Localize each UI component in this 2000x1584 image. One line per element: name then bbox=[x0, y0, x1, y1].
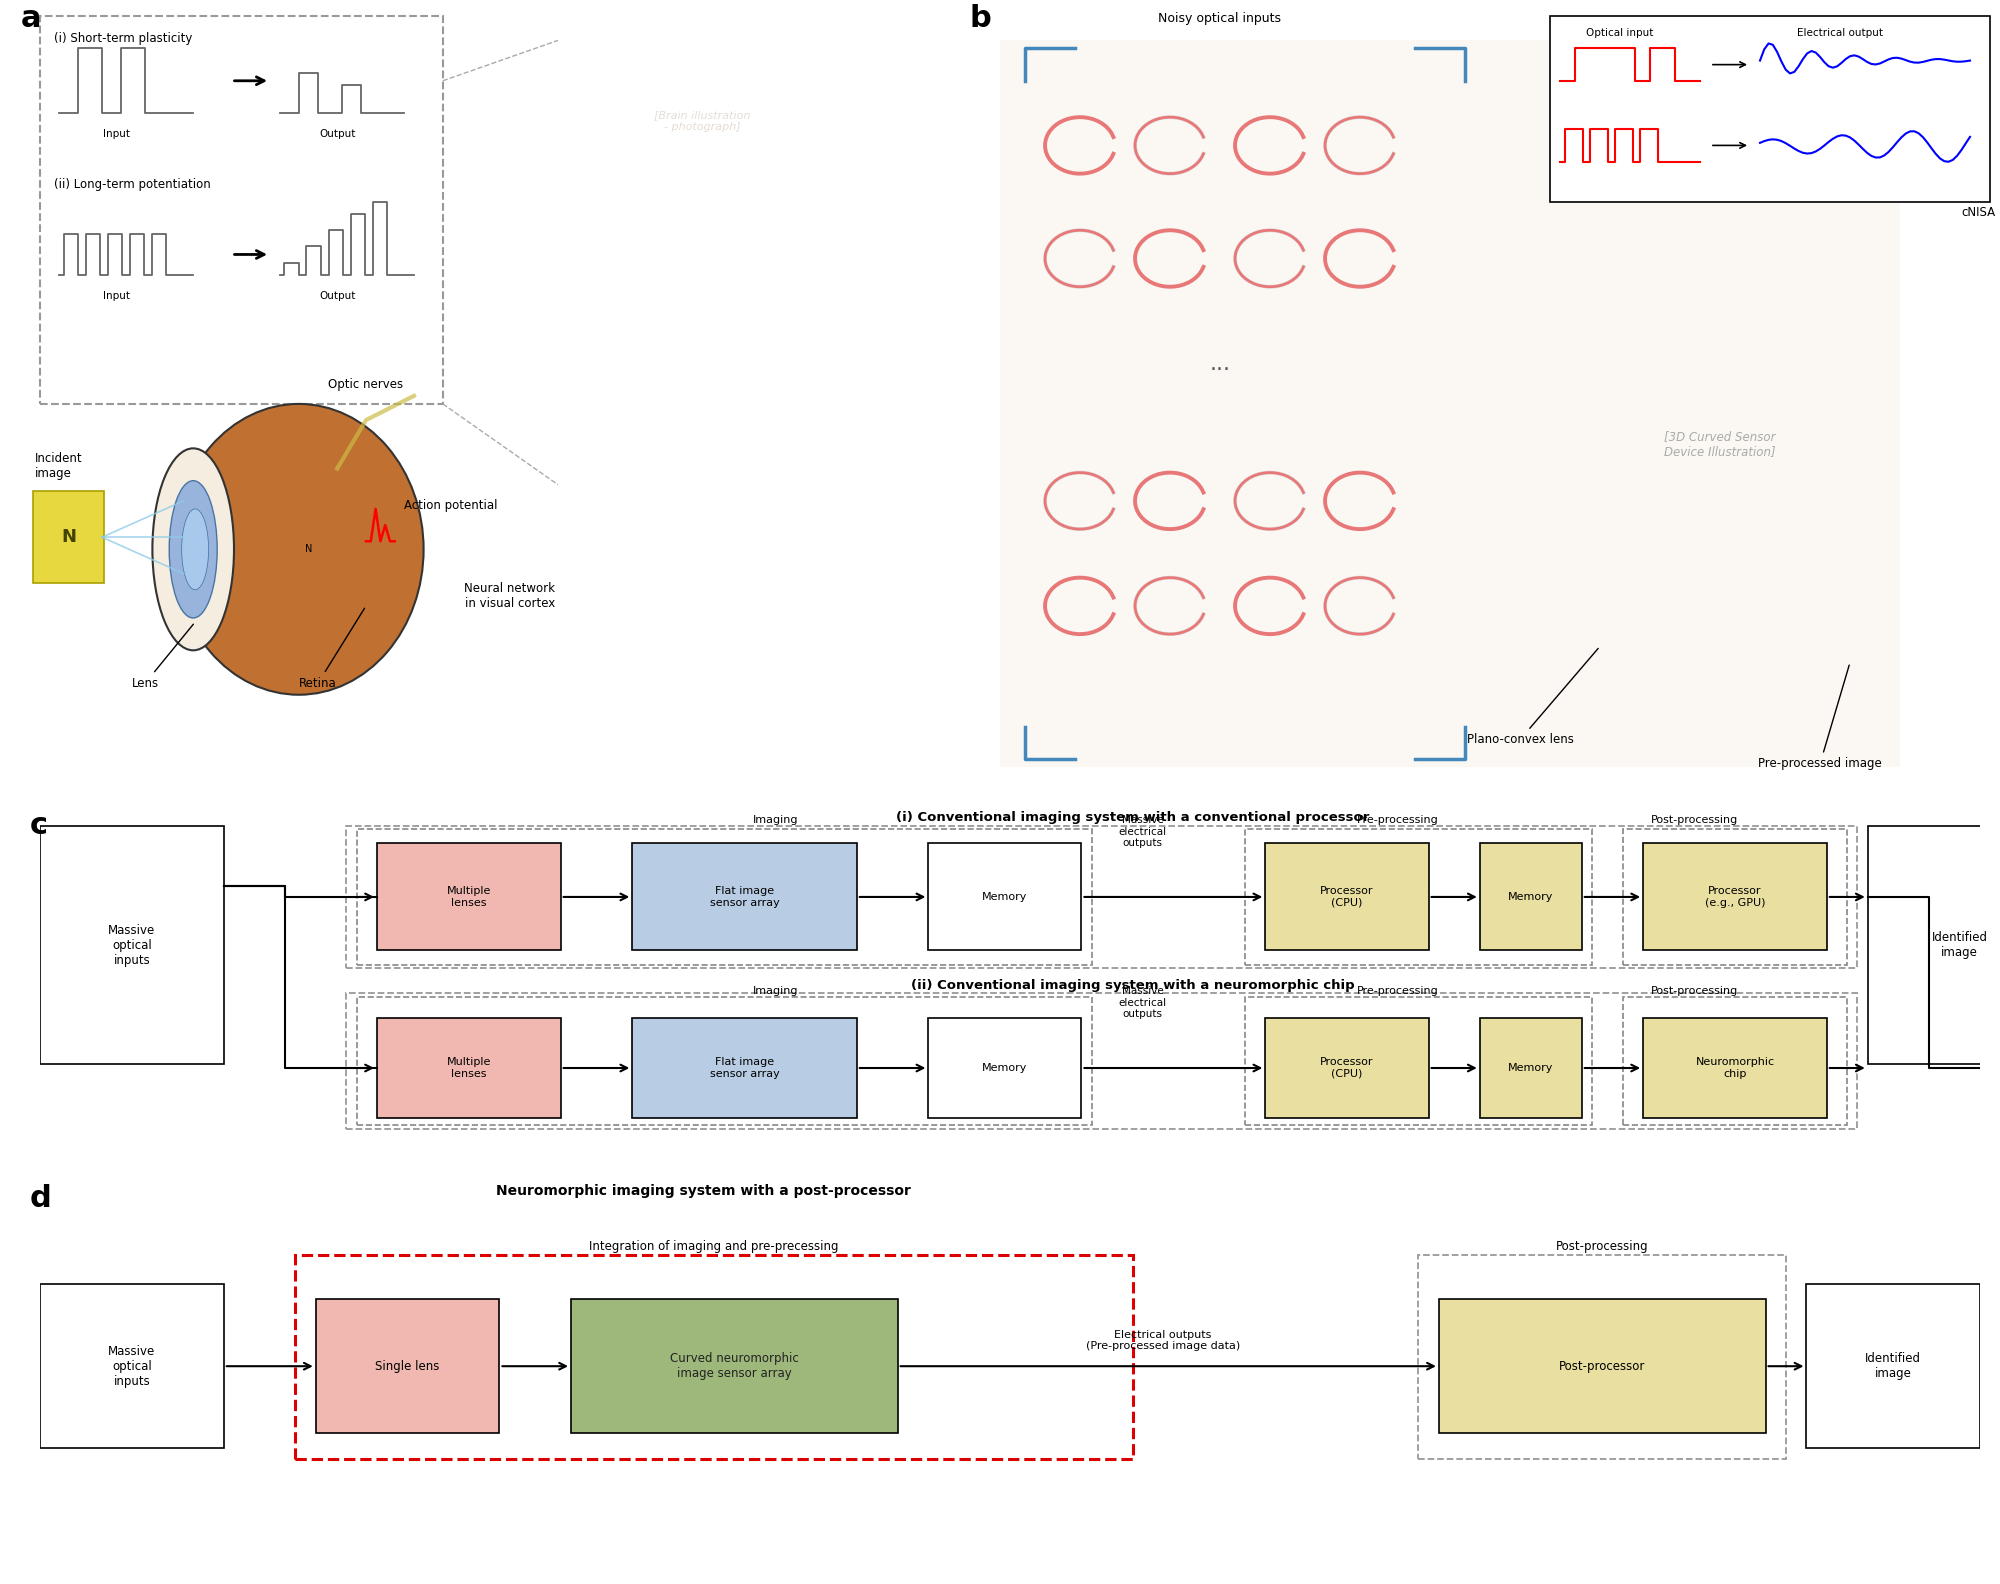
FancyBboxPatch shape bbox=[376, 843, 560, 950]
FancyBboxPatch shape bbox=[1480, 843, 1582, 950]
FancyBboxPatch shape bbox=[376, 1019, 560, 1118]
FancyBboxPatch shape bbox=[1244, 830, 1592, 965]
FancyBboxPatch shape bbox=[928, 843, 1082, 950]
FancyBboxPatch shape bbox=[1244, 996, 1592, 1125]
Text: Imaging: Imaging bbox=[752, 814, 798, 825]
FancyBboxPatch shape bbox=[1622, 996, 1848, 1125]
Text: Lens: Lens bbox=[132, 624, 194, 689]
Text: Pre-processed image: Pre-processed image bbox=[1758, 665, 1882, 770]
Ellipse shape bbox=[182, 508, 208, 589]
Text: Processor
(CPU): Processor (CPU) bbox=[1320, 1057, 1374, 1079]
Text: Pre-processing: Pre-processing bbox=[1358, 814, 1438, 825]
Text: Neuromorphic
chip: Neuromorphic chip bbox=[1696, 1057, 1774, 1079]
Text: Multiple
lenses: Multiple lenses bbox=[446, 885, 492, 908]
Text: Curved neuromorphic
image sensor array: Curved neuromorphic image sensor array bbox=[670, 1353, 798, 1380]
Text: a: a bbox=[20, 5, 40, 33]
FancyBboxPatch shape bbox=[928, 1019, 1082, 1118]
FancyBboxPatch shape bbox=[346, 993, 1858, 1128]
FancyBboxPatch shape bbox=[356, 996, 1092, 1125]
FancyBboxPatch shape bbox=[1480, 1019, 1582, 1118]
FancyBboxPatch shape bbox=[346, 825, 1858, 968]
FancyBboxPatch shape bbox=[1000, 40, 1900, 767]
Text: Post-processing: Post-processing bbox=[1556, 1240, 1648, 1253]
Text: Massive
electrical
outputs: Massive electrical outputs bbox=[1118, 814, 1166, 847]
Text: Massive
electrical
outputs: Massive electrical outputs bbox=[1118, 985, 1166, 1019]
Text: Electrical outputs
(Pre-processed image data): Electrical outputs (Pre-processed image … bbox=[1086, 1329, 1240, 1351]
FancyBboxPatch shape bbox=[1438, 1299, 1766, 1434]
Text: Incident
image: Incident image bbox=[34, 453, 82, 480]
Text: N: N bbox=[60, 527, 76, 546]
Text: Optic nerves: Optic nerves bbox=[328, 377, 404, 391]
FancyBboxPatch shape bbox=[40, 16, 442, 404]
Text: Neural network
in visual cortex: Neural network in visual cortex bbox=[464, 581, 556, 610]
FancyBboxPatch shape bbox=[1550, 16, 1990, 201]
FancyBboxPatch shape bbox=[1266, 843, 1428, 950]
Text: (ii) Long-term potentiation: (ii) Long-term potentiation bbox=[54, 177, 210, 190]
Text: (ii) Conventional imaging system with a neuromorphic chip: (ii) Conventional imaging system with a … bbox=[910, 979, 1354, 992]
FancyBboxPatch shape bbox=[40, 825, 224, 1064]
Text: Processor
(CPU): Processor (CPU) bbox=[1320, 885, 1374, 908]
Text: Memory: Memory bbox=[982, 1063, 1028, 1072]
Ellipse shape bbox=[152, 448, 234, 651]
Text: Plano-convex lens: Plano-convex lens bbox=[1466, 648, 1598, 746]
Text: b: b bbox=[970, 5, 992, 33]
Text: Identified
image: Identified image bbox=[1932, 931, 1988, 958]
Text: Electrical output: Electrical output bbox=[1796, 29, 1884, 38]
Text: Memory: Memory bbox=[1508, 892, 1554, 901]
FancyBboxPatch shape bbox=[570, 1299, 898, 1434]
Text: Processor
(e.g., GPU): Processor (e.g., GPU) bbox=[1704, 885, 1766, 908]
Text: Identified
image: Identified image bbox=[1866, 1353, 1922, 1380]
Ellipse shape bbox=[170, 480, 218, 618]
Text: Action potential: Action potential bbox=[404, 499, 498, 512]
Text: Pre-processing: Pre-processing bbox=[1358, 985, 1438, 996]
FancyBboxPatch shape bbox=[32, 491, 104, 583]
Text: Massive
optical
inputs: Massive optical inputs bbox=[108, 1345, 156, 1388]
Text: cNISA: cNISA bbox=[1960, 206, 1996, 219]
FancyBboxPatch shape bbox=[316, 1299, 500, 1434]
FancyBboxPatch shape bbox=[356, 830, 1092, 965]
Text: (i) Conventional imaging system with a conventional processor: (i) Conventional imaging system with a c… bbox=[896, 811, 1370, 824]
FancyBboxPatch shape bbox=[1266, 1019, 1428, 1118]
Text: Post-processing: Post-processing bbox=[1650, 814, 1738, 825]
Text: Memory: Memory bbox=[1508, 1063, 1554, 1072]
Text: Output: Output bbox=[320, 291, 356, 301]
FancyBboxPatch shape bbox=[1644, 1019, 1826, 1118]
FancyBboxPatch shape bbox=[40, 1285, 224, 1448]
Text: Flat image
sensor array: Flat image sensor array bbox=[710, 885, 780, 908]
Text: [3D Curved Sensor
Device Illustration]: [3D Curved Sensor Device Illustration] bbox=[1664, 431, 1776, 458]
Text: Massive
optical
inputs: Massive optical inputs bbox=[108, 923, 156, 966]
Text: Multiple
lenses: Multiple lenses bbox=[446, 1057, 492, 1079]
Text: ...: ... bbox=[1210, 353, 1230, 374]
Text: N: N bbox=[304, 545, 312, 554]
Text: Memory: Memory bbox=[982, 892, 1028, 901]
FancyBboxPatch shape bbox=[296, 1255, 1132, 1459]
Text: d: d bbox=[30, 1183, 52, 1213]
Text: Flat image
sensor array: Flat image sensor array bbox=[710, 1057, 780, 1079]
Text: Output: Output bbox=[320, 130, 356, 139]
Text: Input: Input bbox=[102, 130, 130, 139]
FancyBboxPatch shape bbox=[1644, 843, 1826, 950]
Text: [Brain illustration
- photograph]: [Brain illustration - photograph] bbox=[654, 111, 750, 131]
Text: Single lens: Single lens bbox=[376, 1359, 440, 1373]
Text: Noisy optical inputs: Noisy optical inputs bbox=[1158, 13, 1282, 25]
FancyBboxPatch shape bbox=[1418, 1255, 1786, 1459]
Text: Neuromorphic imaging system with a post-processor: Neuromorphic imaging system with a post-… bbox=[496, 1183, 912, 1198]
FancyBboxPatch shape bbox=[632, 1019, 856, 1118]
Ellipse shape bbox=[174, 404, 424, 695]
Text: Imaging: Imaging bbox=[752, 985, 798, 996]
FancyBboxPatch shape bbox=[1806, 1285, 1980, 1448]
Text: Retina: Retina bbox=[300, 608, 364, 689]
FancyBboxPatch shape bbox=[632, 843, 856, 950]
FancyBboxPatch shape bbox=[1622, 830, 1848, 965]
Text: Input: Input bbox=[102, 291, 130, 301]
Text: Post-processing: Post-processing bbox=[1650, 985, 1738, 996]
Text: Optical input: Optical input bbox=[1586, 29, 1654, 38]
Text: c: c bbox=[30, 811, 48, 841]
Text: Post-processor: Post-processor bbox=[1560, 1359, 1646, 1373]
Text: Integration of imaging and pre-precessing: Integration of imaging and pre-precessin… bbox=[590, 1240, 838, 1253]
FancyBboxPatch shape bbox=[1868, 825, 2000, 1064]
Text: (i) Short-term plasticity: (i) Short-term plasticity bbox=[54, 32, 192, 46]
